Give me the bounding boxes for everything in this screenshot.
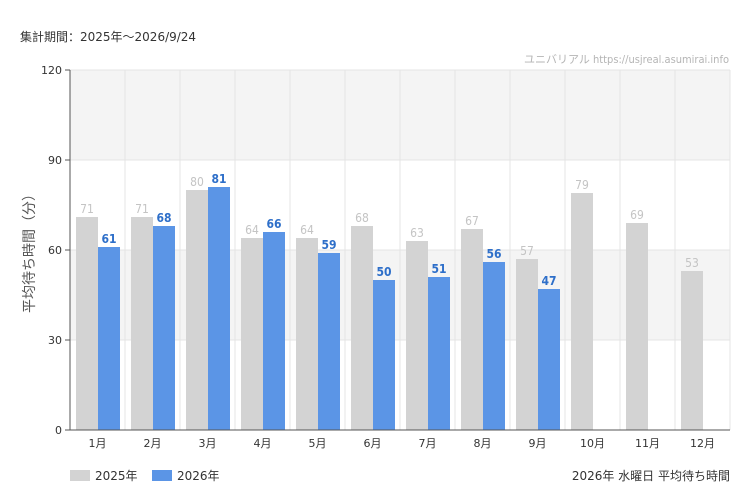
x-tick-label-11: 11月 <box>635 437 660 450</box>
data-label-2025-10: 79 <box>575 178 589 192</box>
bar-2025-11[interactable] <box>626 223 648 430</box>
x-tick-label-1: 1月 <box>89 437 107 450</box>
y-tick-label-60: 60 <box>48 244 62 257</box>
data-label-2026-5: 59 <box>321 238 336 252</box>
data-label-2025-5: 64 <box>300 223 314 237</box>
period-label: 集計期間：2025年～2026/9/24 <box>20 30 197 44</box>
data-label-2026-3: 81 <box>211 172 226 186</box>
data-label-2025-12: 53 <box>685 256 699 270</box>
legend-item-2026[interactable]: 2026年 <box>152 467 220 484</box>
legend-swatch-2026 <box>152 470 172 481</box>
legend-label-2026: 2026年 <box>177 469 220 483</box>
bar-2025-7[interactable] <box>406 241 428 430</box>
y-tick-label-30: 30 <box>48 334 62 347</box>
x-tick-label-8: 8月 <box>474 437 492 450</box>
bar-2026-5[interactable] <box>318 253 340 430</box>
y-tick-label-90: 90 <box>48 154 62 167</box>
data-label-2025-1: 71 <box>80 202 94 216</box>
bar-2025-3[interactable] <box>186 190 208 430</box>
data-label-2026-1: 61 <box>101 232 116 246</box>
chart-footer-title: 2026年 水曜日 平均待ち時間 <box>571 469 730 483</box>
x-tick-label-6: 6月 <box>364 437 382 450</box>
y-tick-label-0: 0 <box>55 424 62 437</box>
bar-2025-8[interactable] <box>461 229 483 430</box>
data-label-2026-4: 66 <box>266 217 281 231</box>
data-label-2025-2: 71 <box>135 202 149 216</box>
bar-2026-8[interactable] <box>483 262 505 430</box>
legend-swatch-2025 <box>70 470 90 481</box>
legend-item-2025[interactable]: 2025年 <box>70 467 138 484</box>
watermark: ユニバリアル https://usjreal.asumirai.info <box>524 53 729 66</box>
bar-2026-7[interactable] <box>428 277 450 430</box>
data-label-2025-4: 64 <box>245 223 259 237</box>
data-label-2026-9: 47 <box>541 274 556 288</box>
data-label-2025-6: 68 <box>355 211 369 225</box>
bar-2026-4[interactable] <box>263 232 285 430</box>
x-tick-label-12: 12月 <box>690 437 715 450</box>
data-label-2026-6: 50 <box>376 265 391 279</box>
x-tick-label-2: 2月 <box>144 437 162 450</box>
bar-2026-9[interactable] <box>538 289 560 430</box>
bar-2025-9[interactable] <box>516 259 538 430</box>
x-tick-label-4: 4月 <box>254 437 272 450</box>
data-label-2025-7: 63 <box>410 226 424 240</box>
chart-bars: 71 61 71 68 80 81 64 66 64 59 68 50 63 51 67 56 57 47 79 69… <box>76 172 703 430</box>
x-tick-label-5: 5月 <box>309 437 327 450</box>
bar-2026-1[interactable] <box>98 247 120 430</box>
x-tick-label-9: 9月 <box>529 437 547 450</box>
data-label-2025-9: 57 <box>520 244 534 258</box>
data-label-2025-8: 67 <box>465 214 479 228</box>
bar-2025-6[interactable] <box>351 226 373 430</box>
bar-2025-1[interactable] <box>76 217 98 430</box>
bar-2026-2[interactable] <box>153 226 175 430</box>
data-label-2026-2: 68 <box>156 211 171 225</box>
legend-label-2025: 2025年 <box>95 469 138 483</box>
data-label-2026-8: 56 <box>486 247 501 261</box>
bar-2026-6[interactable] <box>373 280 395 430</box>
y-tick-label-120: 120 <box>41 64 62 77</box>
data-label-2025-11: 69 <box>630 208 644 222</box>
bar-2025-10[interactable] <box>571 193 593 430</box>
bar-2025-4[interactable] <box>241 238 263 430</box>
bar-2025-12[interactable] <box>681 271 703 430</box>
x-tick-label-3: 3月 <box>199 437 217 450</box>
x-tick-label-10: 10月 <box>580 437 605 450</box>
x-tick-label-7: 7月 <box>419 437 437 450</box>
data-label-2026-7: 51 <box>431 262 446 276</box>
y-axis-label: 平均待ち時間（分） <box>22 187 38 313</box>
data-label-2025-3: 80 <box>190 175 204 189</box>
bar-2026-3[interactable] <box>208 187 230 430</box>
chart-axes: 0 30 60 90 120 1月 2月 3月 4月 5月 6月 7月 8月 9月 10月 11月 12月 <box>41 64 730 450</box>
bar-2025-2[interactable] <box>131 217 153 430</box>
bar-2025-5[interactable] <box>296 238 318 430</box>
